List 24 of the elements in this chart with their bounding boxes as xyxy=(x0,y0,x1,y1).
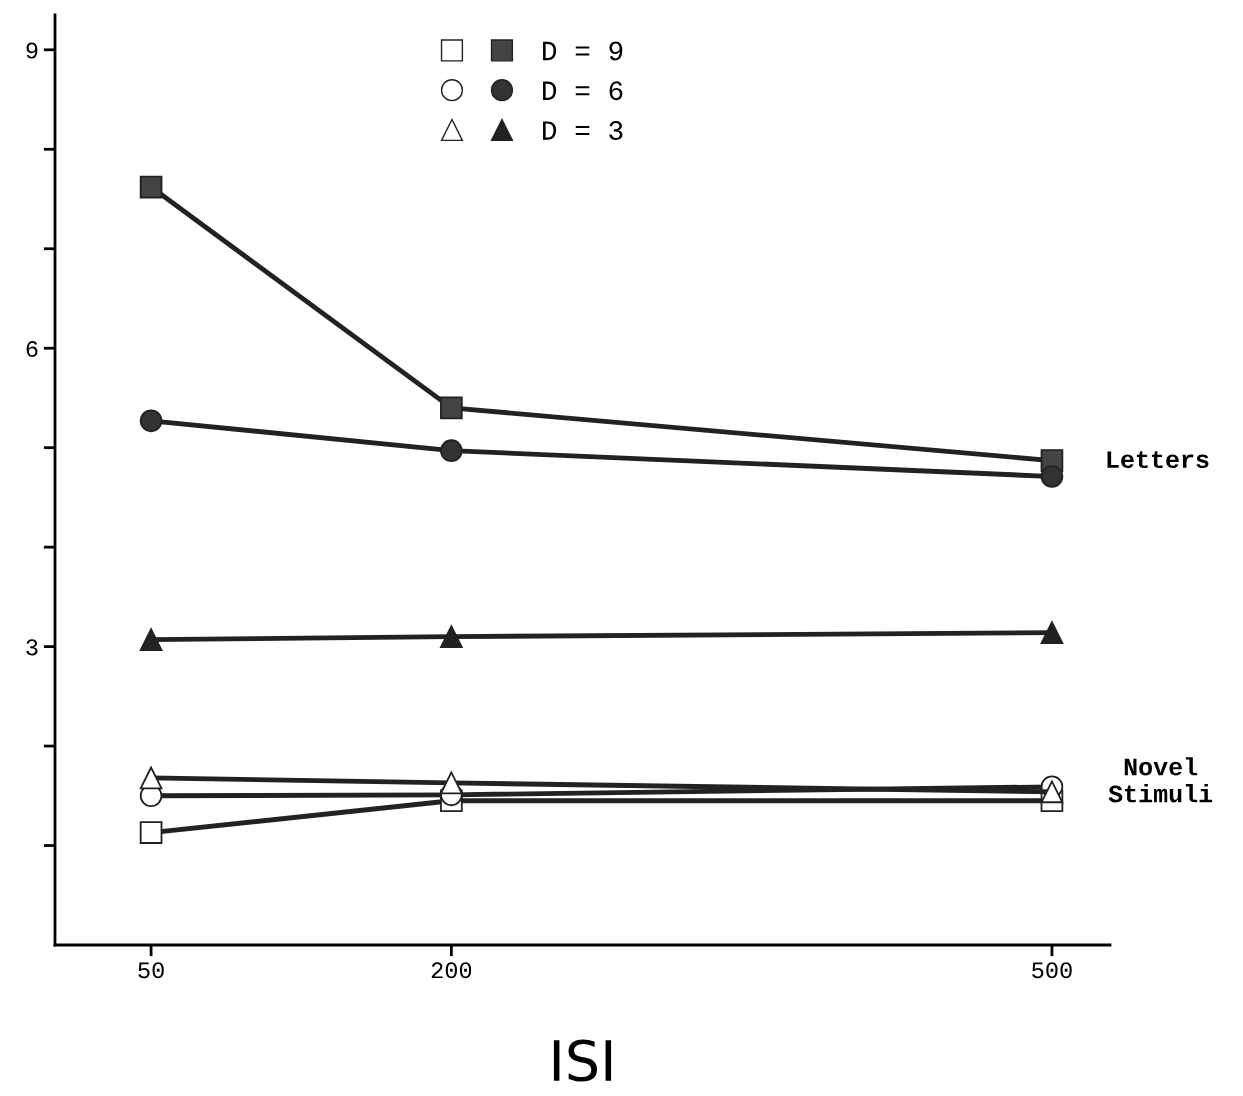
legend-label: D = 9 xyxy=(543,41,623,61)
point xyxy=(440,396,463,420)
point xyxy=(440,439,463,462)
y-tick-label: 9 xyxy=(26,42,38,59)
point xyxy=(440,625,463,648)
point xyxy=(1040,465,1064,488)
y-tick-label: 3 xyxy=(26,639,38,656)
annotation: Novel Stimuli xyxy=(1108,757,1213,803)
point xyxy=(139,628,163,651)
x-tick-label: 200 xyxy=(431,962,472,979)
point xyxy=(139,766,163,790)
point xyxy=(139,175,163,199)
point xyxy=(139,409,163,433)
annotation: Letters xyxy=(1107,451,1209,469)
y-tick-label: 6 xyxy=(26,340,38,357)
legend-label: D = 6 xyxy=(543,81,623,101)
x-axis-title: ISI xyxy=(553,1039,612,1082)
point xyxy=(440,771,463,795)
point xyxy=(139,821,163,844)
legend-label: D = 3 xyxy=(543,121,623,140)
x-tick-label: 500 xyxy=(1032,962,1072,979)
point xyxy=(1040,621,1064,645)
x-tick-label: 50 xyxy=(138,962,164,979)
point xyxy=(1040,780,1064,804)
